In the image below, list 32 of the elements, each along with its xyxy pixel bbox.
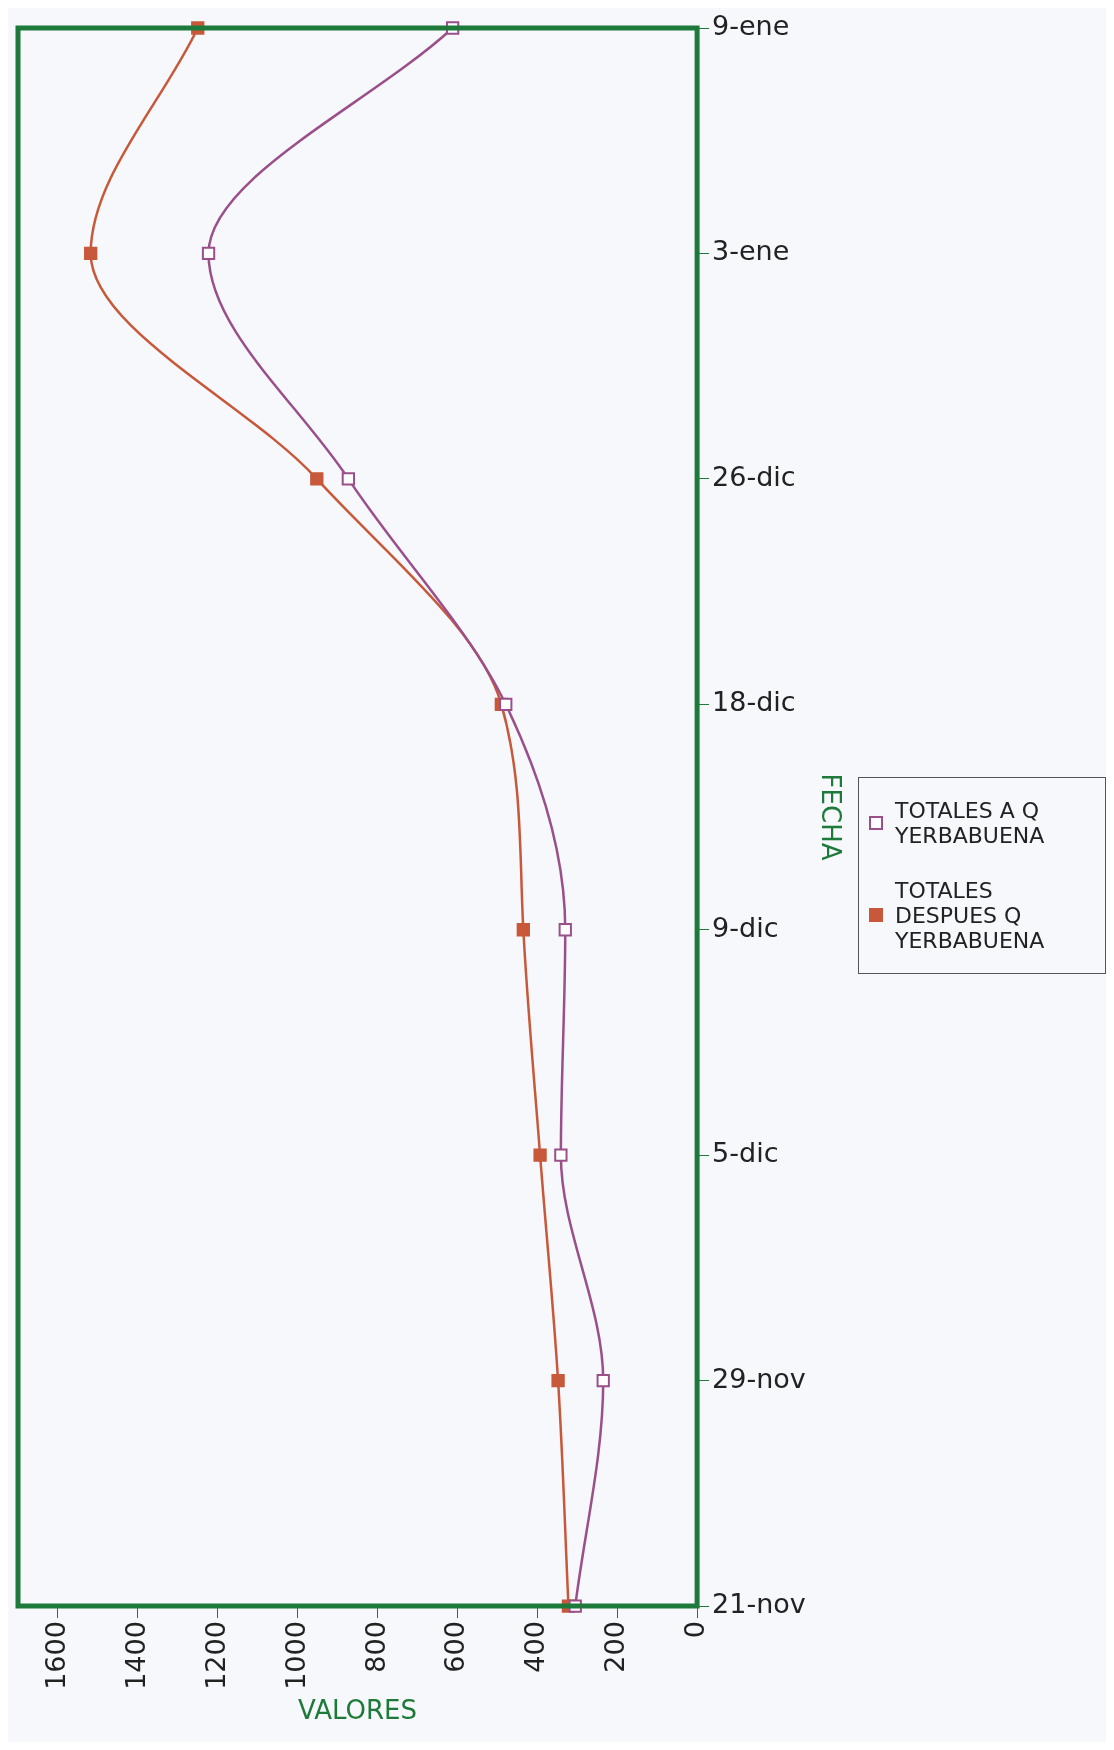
y-tick-label: 29-nov xyxy=(712,1362,806,1394)
y-axis-title: FECHA xyxy=(815,773,846,861)
point xyxy=(310,472,324,486)
legend-label: TOTALES A Q YERBABUENA xyxy=(895,797,1046,848)
point xyxy=(516,923,530,937)
x-tick-label: 600 xyxy=(439,1621,471,1673)
x-tick-label: 0 xyxy=(679,1621,711,1639)
point xyxy=(558,923,572,937)
x-tick-label: 1600 xyxy=(39,1621,71,1690)
x-tick-label: 1000 xyxy=(279,1621,311,1690)
y-tick-label: 3-ene xyxy=(712,235,790,267)
point xyxy=(341,472,356,486)
x-tick-label: 200 xyxy=(599,1621,631,1673)
legend-label: TOTALES DESPUES Q YERBABUENA xyxy=(895,877,1046,953)
point xyxy=(201,246,216,261)
x-axis-title: VALORES xyxy=(298,1695,418,1726)
y-tick-label: 18-dic xyxy=(712,686,796,718)
y-tick-label: 26-dic xyxy=(712,460,796,492)
y-tick-label: 21-nov xyxy=(712,1588,806,1620)
point xyxy=(551,1373,565,1388)
point xyxy=(554,1148,568,1162)
point xyxy=(533,1148,547,1162)
point xyxy=(596,1373,610,1388)
x-tick-label: 1400 xyxy=(119,1621,151,1690)
y-tick-label: 5-dic xyxy=(712,1137,779,1169)
y-tick-label: 9-ene xyxy=(712,10,790,42)
y-tick-label: 9-dic xyxy=(712,911,779,943)
point xyxy=(499,697,513,711)
x-tick-label: 400 xyxy=(519,1621,551,1673)
x-tick-label: 800 xyxy=(359,1621,391,1673)
x-tick-label: 1200 xyxy=(199,1621,231,1690)
point xyxy=(84,246,98,261)
